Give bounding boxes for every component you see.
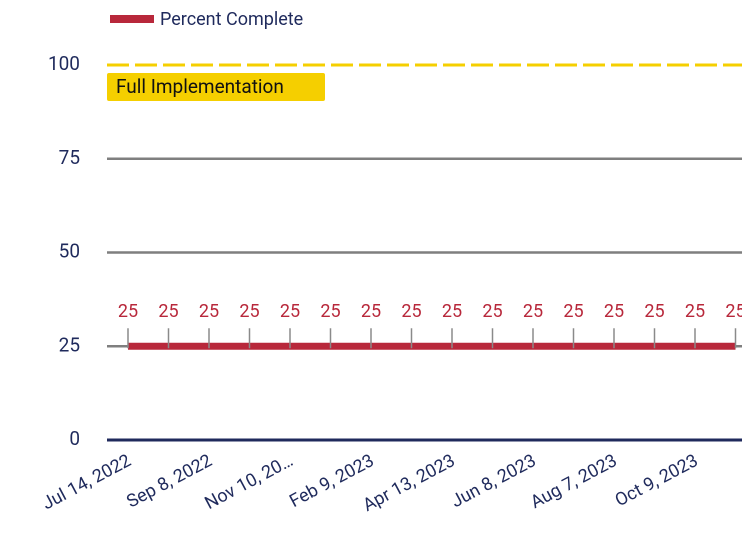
data-label: 25: [644, 301, 664, 322]
data-label: 25: [482, 301, 502, 322]
x-tick-label: Nov 10, 20…: [201, 450, 296, 514]
data-label: 25: [442, 301, 462, 322]
data-label: 25: [523, 301, 543, 322]
x-tick-label: Jul 14, 2022: [39, 450, 135, 514]
y-tick-label: 0: [69, 427, 80, 450]
data-label: 25: [239, 301, 259, 322]
x-tick-label: Apr 13, 2023: [359, 450, 458, 516]
y-tick-label: 75: [59, 146, 80, 169]
reference-label-box: [107, 73, 325, 101]
data-label: 25: [158, 301, 178, 322]
data-label: 25: [401, 301, 421, 322]
data-label: 25: [118, 301, 138, 322]
data-label: 25: [280, 301, 300, 322]
reference-label: Full Implementation: [116, 75, 284, 98]
x-tick-label: Sep 8, 2022: [123, 450, 215, 512]
x-tick-label: Oct 9, 2023: [612, 450, 702, 511]
data-label: 25: [604, 301, 624, 322]
x-tick-label: Jun 8, 2023: [448, 450, 540, 512]
data-label: 25: [725, 301, 742, 322]
data-label: 25: [361, 301, 381, 322]
data-label: 25: [685, 301, 705, 322]
legend-swatch: [110, 15, 154, 23]
y-tick-label: 50: [59, 240, 80, 263]
y-tick-label: 100: [48, 52, 80, 75]
x-tick-label: Aug 7, 2023: [527, 450, 621, 513]
data-label: 25: [199, 301, 219, 322]
data-label: 25: [320, 301, 340, 322]
y-tick-label: 25: [59, 333, 80, 356]
legend-label: Percent Complete: [160, 9, 303, 30]
data-label: 25: [563, 301, 583, 322]
